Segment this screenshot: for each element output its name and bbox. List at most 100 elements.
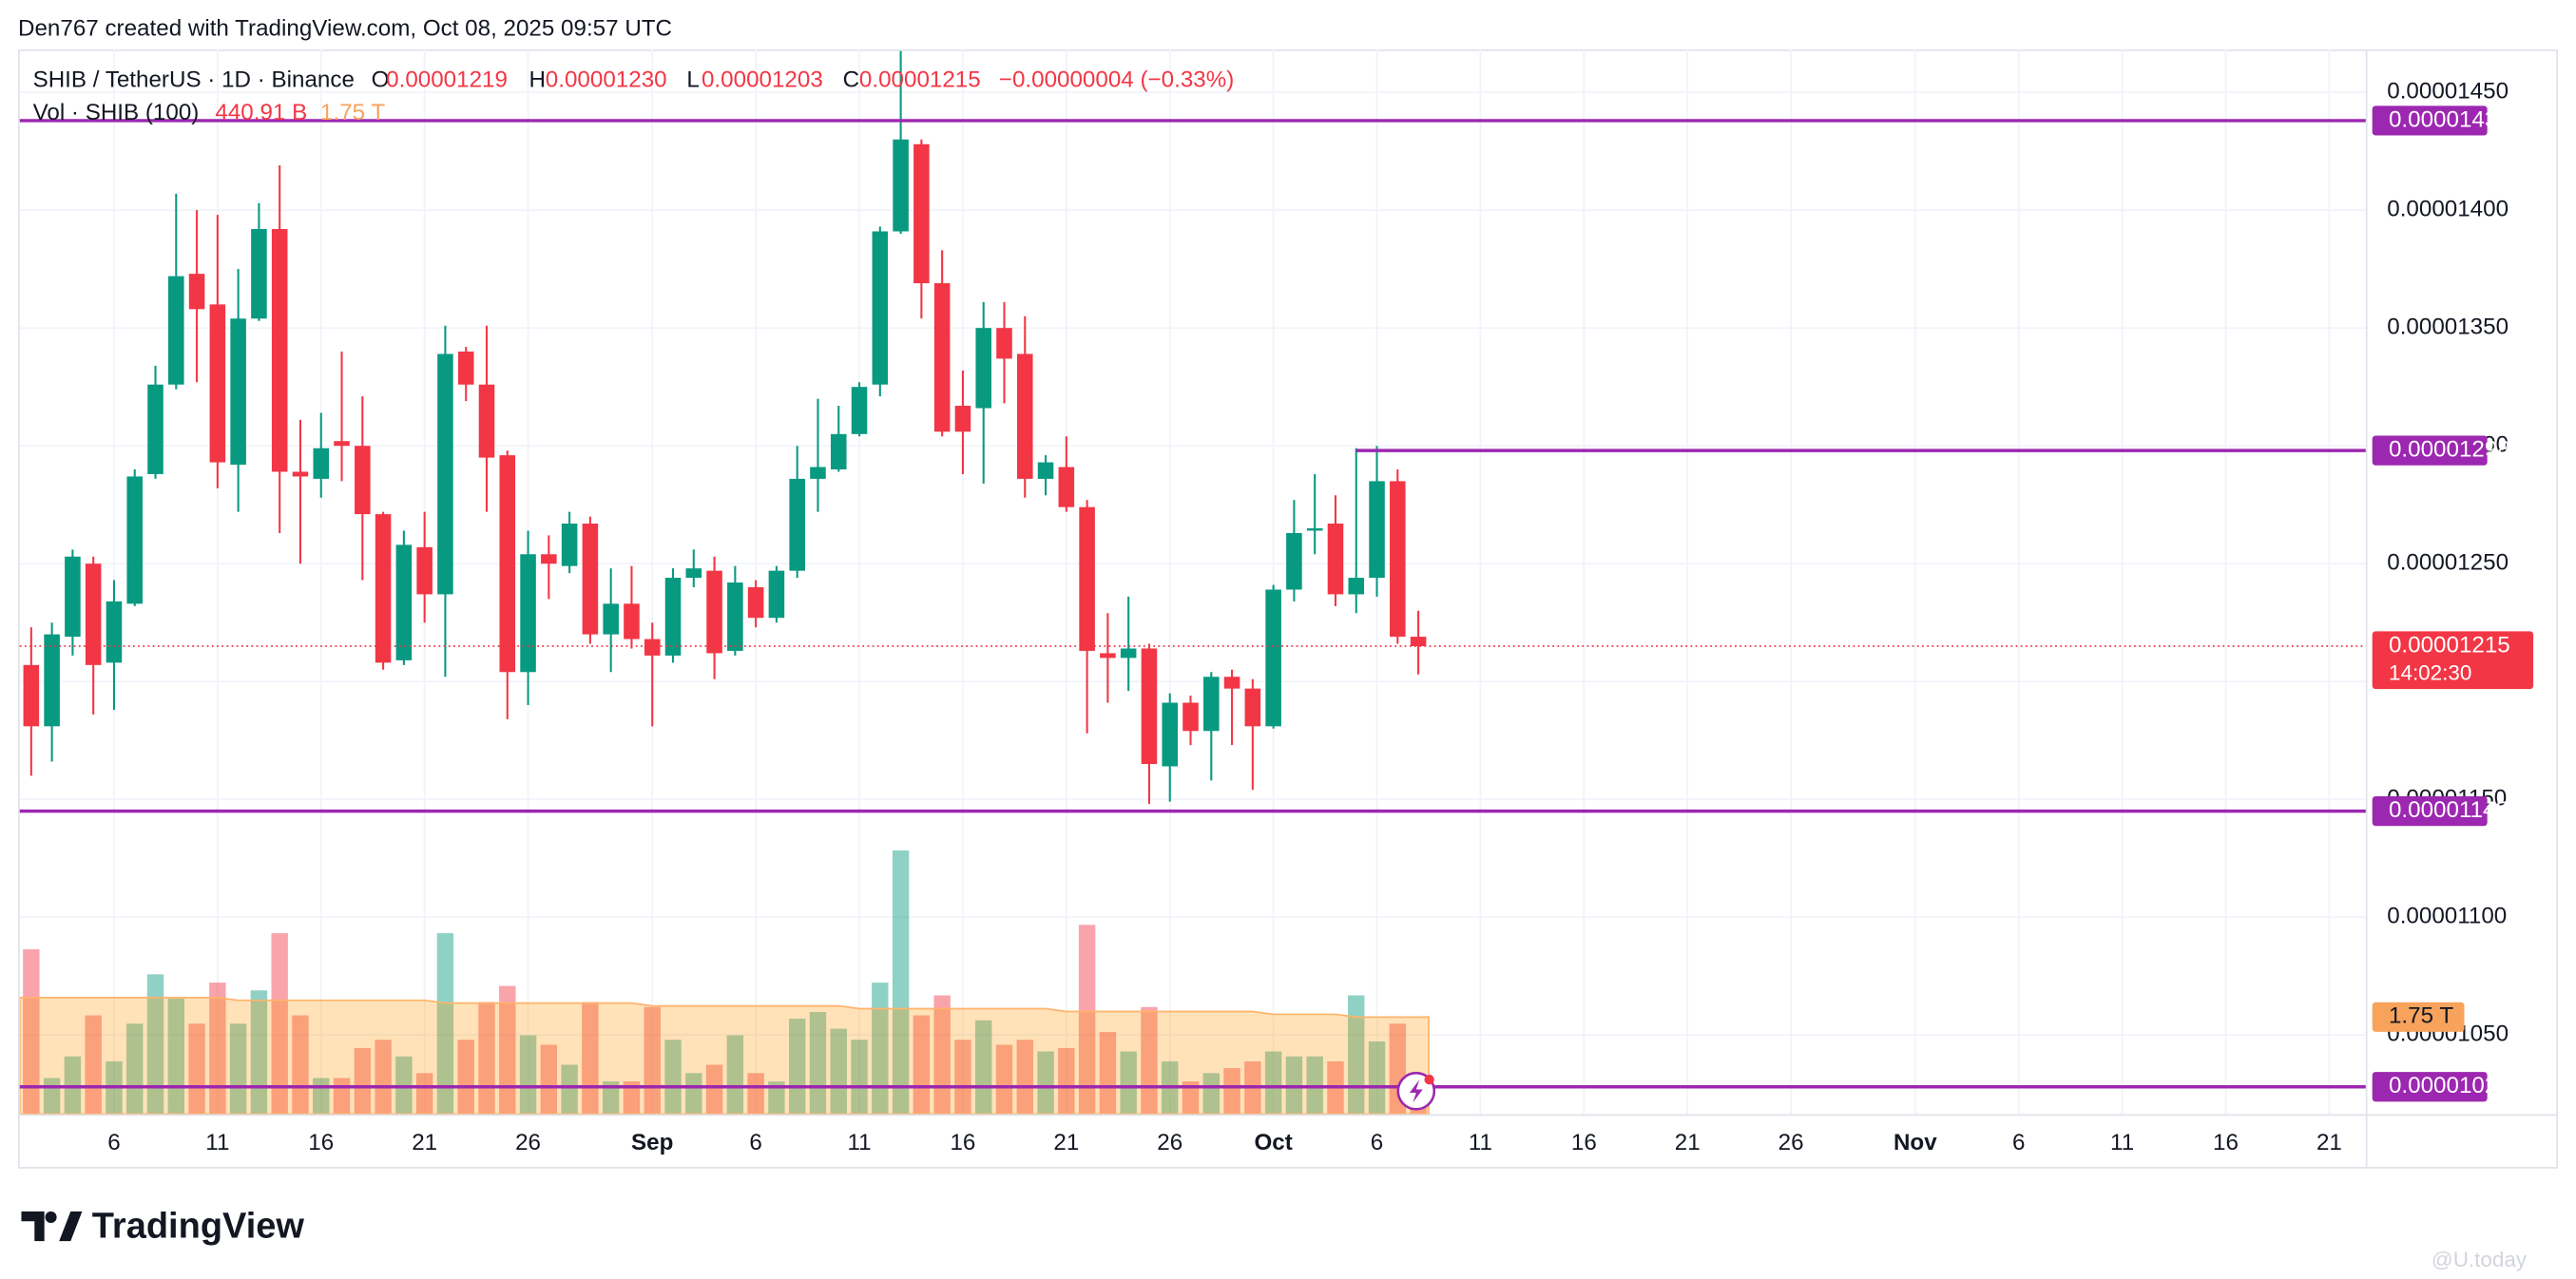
volume-bar [436, 933, 454, 1115]
volume-bar [788, 1019, 806, 1115]
volume-bar [1016, 1040, 1033, 1115]
volume-bar [664, 1040, 682, 1115]
last-price-box [2372, 631, 2534, 690]
level-label-box [2372, 105, 2488, 136]
candle-body [644, 639, 661, 656]
vol-ma-label: 1.75 T [2389, 1003, 2453, 1029]
o-label: O [372, 67, 390, 92]
x-tick-label: 21 [2316, 1130, 2342, 1155]
candle-body [1306, 527, 1323, 531]
x-tick-label: 11 [1469, 1130, 1492, 1155]
candle-body [1016, 353, 1033, 479]
x-tick-label: 6 [2012, 1130, 2025, 1155]
volume-bar [250, 990, 268, 1115]
low-value: 0.00001203 [702, 67, 823, 92]
candle-body [913, 143, 930, 284]
x-tick-label: 6 [1371, 1130, 1383, 1155]
x-tick-label: 21 [1675, 1130, 1701, 1155]
volume-pane [19, 850, 1430, 1115]
candle-body [1037, 462, 1054, 479]
volume-bar [851, 1040, 868, 1115]
x-tick-label: Sep [631, 1130, 673, 1155]
x-tick-label: 16 [950, 1130, 975, 1155]
candle-body [230, 318, 246, 466]
volume-bar [913, 1015, 931, 1115]
y-tick-label: 0.00001450 [2387, 79, 2509, 105]
countdown: 14:02:30 [2389, 660, 2471, 684]
x-tick-label: 26 [515, 1130, 541, 1155]
candle-body [188, 274, 205, 310]
frame [18, 49, 2558, 1169]
candle-body [768, 570, 785, 619]
volume-bar [623, 1081, 641, 1115]
candle-body [1203, 677, 1220, 732]
volume-bar [519, 1035, 537, 1115]
candle-body [168, 276, 184, 385]
candle-body [499, 455, 516, 673]
candle-body [1348, 578, 1365, 595]
volume-bar [747, 1073, 764, 1115]
l-label: L [686, 67, 699, 92]
candle-body [954, 406, 971, 432]
watermark: @U.today [2432, 1248, 2528, 1271]
volume-bar [1078, 925, 1096, 1115]
volume-bar [1264, 1051, 1282, 1115]
alert-bolt [1409, 1079, 1423, 1103]
volume-bar [561, 1064, 578, 1115]
volume-bar [975, 1020, 992, 1115]
volume-bar [1037, 1051, 1054, 1115]
candle-body [603, 603, 619, 635]
candle-body [1265, 589, 1281, 727]
volume-bar [126, 1023, 144, 1115]
x-tick-label: 11 [2110, 1130, 2134, 1155]
h-label: H [529, 67, 546, 92]
candle-body [872, 231, 889, 385]
volume-bar [146, 974, 164, 1115]
candle-body [437, 353, 453, 595]
candle-body [1244, 688, 1261, 727]
candle-body [582, 524, 599, 635]
logo-icon [21, 1211, 45, 1242]
candle-body [44, 634, 60, 727]
candle-body [478, 384, 495, 458]
legend: SHIB / TetherUS · 1D · Binance O 0.00001… [33, 67, 1235, 125]
credit: Den767 created with TradingView.com, Oct… [18, 16, 672, 42]
volume-bar [209, 983, 226, 1115]
volume-bar [995, 1044, 1013, 1115]
candles [23, 50, 1427, 805]
x-tick-label: 21 [1053, 1130, 1079, 1155]
candle-body [147, 384, 163, 474]
volume-bar [375, 1040, 392, 1115]
alert-dot [1424, 1074, 1434, 1085]
x-tick-label: 11 [205, 1130, 229, 1155]
volume-bar [1182, 1081, 1200, 1115]
candle-body [685, 568, 702, 579]
candle-body [975, 328, 991, 409]
c-label: C [843, 67, 859, 92]
candle-body [395, 544, 413, 660]
volume-bar [415, 1073, 433, 1115]
x-tick-label: 16 [2213, 1130, 2239, 1155]
volume-bar [292, 1015, 309, 1115]
alert-icon [1396, 1071, 1436, 1111]
change: −0.00000004 (−0.33%) [999, 67, 1234, 92]
candle-body [375, 514, 392, 663]
y-tick-label: 0.00001100 [2387, 904, 2507, 929]
x-tick-label: 26 [1778, 1130, 1804, 1155]
volume-bar [354, 1048, 372, 1115]
level-label: 0.00001028 [2389, 1073, 2510, 1098]
candle-body [1079, 506, 1095, 651]
candle-body [541, 554, 557, 564]
volume-bar [705, 1064, 723, 1115]
volume-bar [1058, 1048, 1075, 1115]
candle-body [251, 229, 267, 319]
candle-body [1369, 481, 1385, 579]
candle-body [706, 570, 722, 654]
candle-body [664, 578, 682, 656]
volume-bar [1368, 1041, 1386, 1115]
candle-body [1162, 702, 1179, 767]
vol-label: Vol · SHIB (100) [33, 100, 200, 125]
volume-bar [602, 1081, 620, 1115]
x-tick-label: 16 [1571, 1130, 1597, 1155]
